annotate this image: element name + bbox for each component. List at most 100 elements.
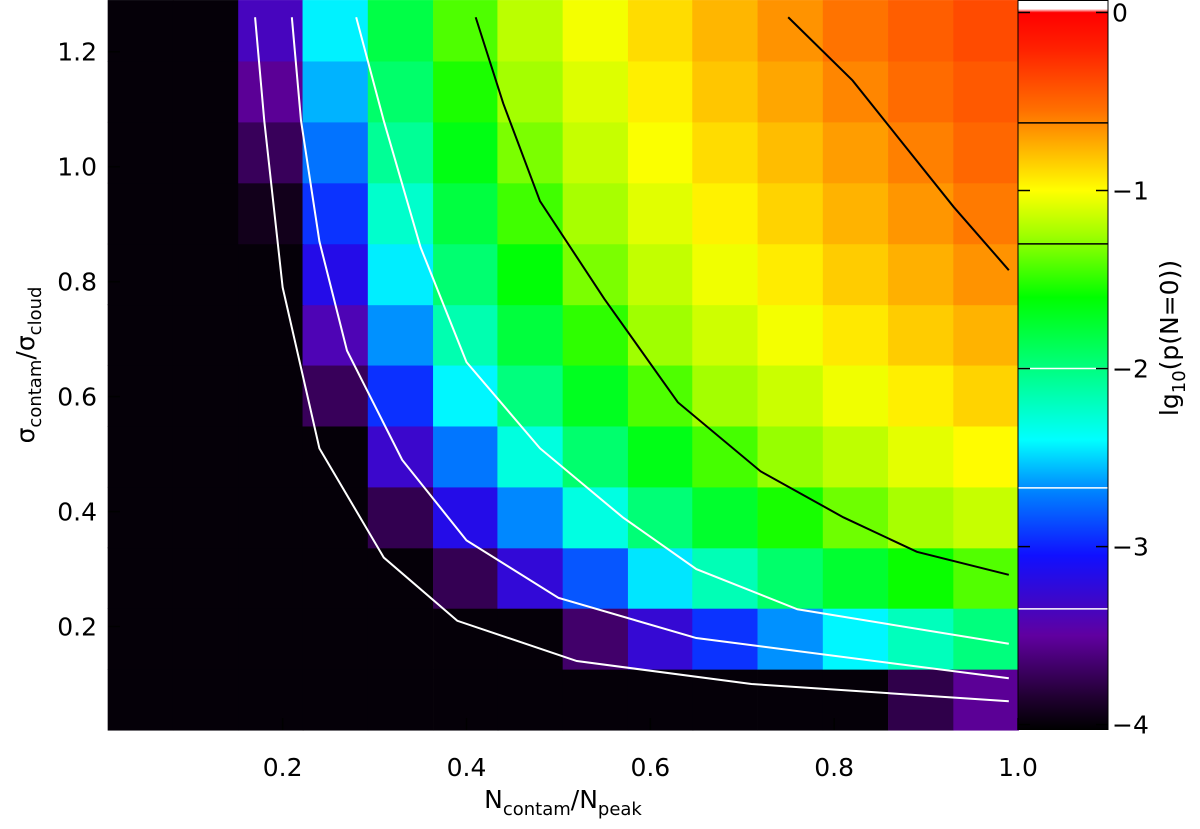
heatmap-cell <box>367 669 434 731</box>
heatmap-cell <box>953 121 1019 184</box>
heatmap-cell <box>238 182 304 245</box>
colorbar-tick-label: −2 <box>1112 355 1149 384</box>
x-axis-label: Ncontam/Npeak <box>484 785 642 820</box>
heatmap-cell <box>562 425 629 488</box>
heatmap-cell <box>172 669 239 731</box>
heatmap-cell <box>433 608 499 670</box>
heatmap-cell <box>562 547 629 609</box>
colorbar-tick-label: −4 <box>1112 711 1149 740</box>
heatmap-cell <box>238 60 304 123</box>
y-tick-label: 0.6 <box>57 383 97 412</box>
heatmap-cell <box>562 243 629 306</box>
heatmap-cell <box>888 669 954 731</box>
heatmap-cell <box>953 365 1019 427</box>
heatmap-cell <box>692 365 758 427</box>
heatmap-cell <box>107 182 174 245</box>
heatmap-cell <box>757 182 824 245</box>
contour-line <box>254 17 1009 703</box>
heatmap-cell <box>172 182 239 245</box>
heatmap-cell <box>497 304 564 366</box>
heatmap-cell <box>172 0 239 62</box>
heatmap-cell <box>757 243 824 306</box>
heatmap-cell <box>953 0 1019 62</box>
heatmap-cell <box>692 547 758 609</box>
heatmap-cell <box>172 365 239 427</box>
heatmap-cell <box>367 365 434 427</box>
heatmap-cell <box>433 121 499 184</box>
heatmap-cell <box>888 365 954 427</box>
heatmap-cell <box>562 365 629 427</box>
heatmap-cell <box>302 608 369 670</box>
heatmap-cell <box>757 547 824 609</box>
heatmap-cell <box>433 60 499 123</box>
heatmap-cell <box>367 182 434 245</box>
heatmap-cell <box>757 0 824 62</box>
heatmap-cell <box>692 243 758 306</box>
heatmap-cell <box>888 121 954 184</box>
heatmap-cell <box>238 669 304 731</box>
label-text: σ <box>11 427 40 443</box>
heatmap-cell <box>367 0 434 62</box>
heatmap-cell <box>497 182 564 245</box>
heatmap-cell <box>953 60 1019 123</box>
heatmap-cell <box>172 121 239 184</box>
heatmap-cell <box>822 547 889 609</box>
label-subscript: contam <box>503 799 571 820</box>
heatmap-cell <box>238 547 304 609</box>
heatmap-cell <box>497 60 564 123</box>
heatmap-cell <box>172 60 239 123</box>
heatmap-cell <box>302 243 369 306</box>
heatmap-cell <box>822 425 889 488</box>
heatmap-cell <box>433 425 499 488</box>
colorbar <box>1018 0 1108 730</box>
heatmap-cell <box>238 608 304 670</box>
heatmap-cell <box>172 547 239 609</box>
heatmap-cell <box>627 243 694 306</box>
heatmap-cell <box>107 121 174 184</box>
label-subscript: 10 <box>1169 370 1190 393</box>
heatmap-cell <box>888 486 954 549</box>
label-text: N <box>484 785 503 814</box>
colorbar-tick-label: −3 <box>1112 533 1149 562</box>
heatmap-cell <box>757 608 824 670</box>
heatmap-cell <box>757 425 824 488</box>
colorbar-tick-label: 0 <box>1112 0 1128 27</box>
heatmap-cell <box>302 547 369 609</box>
heatmap-cell <box>562 0 629 62</box>
y-tick-label: 0.8 <box>57 268 97 297</box>
heatmap-cell <box>888 182 954 245</box>
heatmap-cell <box>238 486 304 549</box>
label-text: (p(N=0)) <box>1155 260 1184 370</box>
heatmap-cell <box>888 243 954 306</box>
x-tick-label: 0.4 <box>447 753 487 782</box>
label-text: /σ <box>11 335 40 359</box>
x-tick-label: 0.8 <box>814 753 854 782</box>
heatmap-cell <box>497 243 564 306</box>
heatmap-cell <box>822 486 889 549</box>
heatmap-cell <box>953 182 1019 245</box>
y-tick-label: 0.2 <box>57 613 97 642</box>
x-tick-label: 0.2 <box>263 753 303 782</box>
heatmap-cell <box>367 547 434 609</box>
heatmap-cell <box>757 304 824 366</box>
heatmap-cell <box>822 243 889 306</box>
label-text: lg <box>1155 393 1184 416</box>
heatmap-cell <box>888 425 954 488</box>
colorbar-label: lg10(p(N=0)) <box>1155 260 1190 416</box>
heatmap-cell <box>627 121 694 184</box>
overlay: 0 −1 −2 −3 −4 0.2 0.4 0.6 0.8 1.0 0.2 0.4 0.6 0.8 1.0 1… <box>57 0 1149 782</box>
colorbar-tick-label: −1 <box>1112 177 1149 206</box>
heatmap-cell <box>433 304 499 366</box>
heatmap-cell <box>562 182 629 245</box>
heatmap-cell <box>172 486 239 549</box>
y-tick-label: 1.2 <box>57 38 97 67</box>
contour-line <box>290 17 1009 680</box>
heatmap-cell <box>497 0 564 62</box>
heatmap-cell <box>107 486 174 549</box>
heatmap-cell <box>562 669 629 731</box>
heatmap-cell <box>107 365 174 427</box>
heatmap-cell <box>562 60 629 123</box>
label-subscript: cloud <box>25 287 46 336</box>
heatmap-cell <box>238 365 304 427</box>
